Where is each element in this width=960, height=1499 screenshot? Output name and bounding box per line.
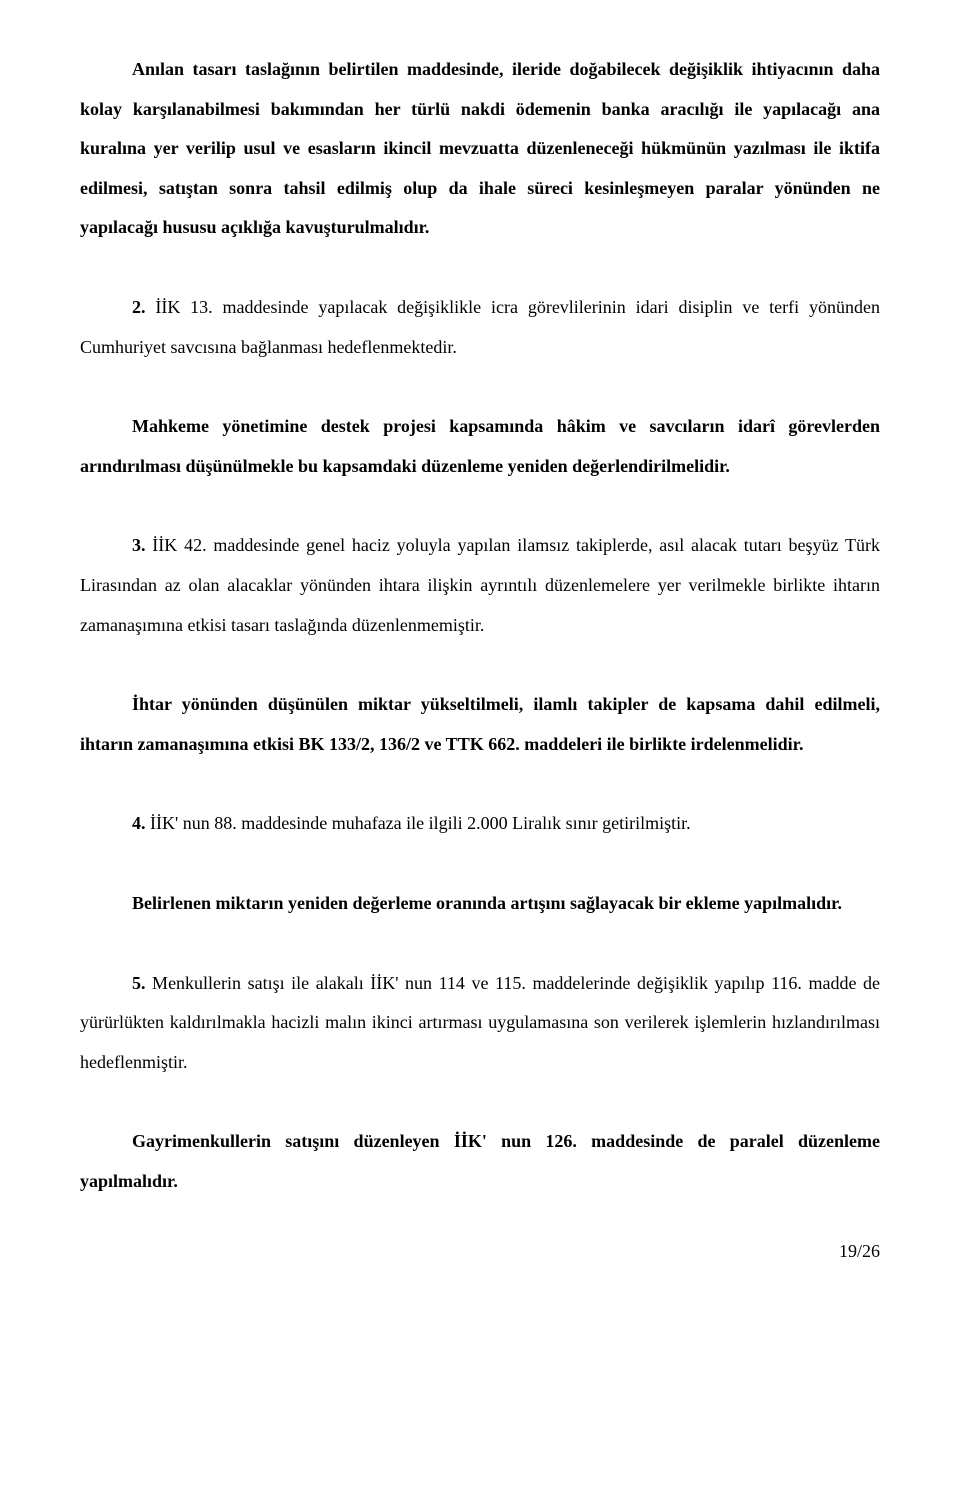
paragraph-6-label: 4. xyxy=(132,813,146,833)
paragraph-3-text: Mahkeme yönetimine destek projesi kapsam… xyxy=(80,416,880,476)
paragraph-1: Anılan tasarı taslağının belirtilen madd… xyxy=(80,50,880,248)
paragraph-6-text: İİK' nun 88. maddesinde muhafaza ile ilg… xyxy=(146,813,691,833)
paragraph-8-label: 5. xyxy=(132,973,146,993)
paragraph-2: 2. İİK 13. maddesinde yapılacak değişikl… xyxy=(80,288,880,367)
paragraph-2-label: 2. xyxy=(132,297,146,317)
paragraph-8-text: Menkullerin satışı ile alakalı İİK' nun … xyxy=(80,973,880,1072)
paragraph-5: İhtar yönünden düşünülen miktar yükselti… xyxy=(80,685,880,764)
paragraph-4: 3. İİK 42. maddesinde genel haciz yoluyl… xyxy=(80,526,880,645)
paragraph-7-text: Belirlenen miktarın yeniden değerleme or… xyxy=(132,893,842,913)
paragraph-4-label: 3. xyxy=(132,535,146,555)
paragraph-2-text: İİK 13. maddesinde yapılacak değişiklikl… xyxy=(80,297,880,357)
paragraph-5-text: İhtar yönünden düşünülen miktar yükselti… xyxy=(80,694,880,754)
page-number: 19/26 xyxy=(80,1241,880,1262)
paragraph-8: 5. Menkullerin satışı ile alakalı İİK' n… xyxy=(80,964,880,1083)
paragraph-6: 4. İİK' nun 88. maddesinde muhafaza ile … xyxy=(80,804,880,844)
paragraph-4-text: İİK 42. maddesinde genel haciz yoluyla y… xyxy=(80,535,880,634)
paragraph-9: Gayrimenkullerin satışını düzenleyen İİK… xyxy=(80,1122,880,1201)
paragraph-3: Mahkeme yönetimine destek projesi kapsam… xyxy=(80,407,880,486)
page-number-text: 19/26 xyxy=(839,1241,880,1261)
paragraph-9-text: Gayrimenkullerin satışını düzenleyen İİK… xyxy=(80,1131,880,1191)
paragraph-7: Belirlenen miktarın yeniden değerleme or… xyxy=(80,884,880,924)
paragraph-1-text: Anılan tasarı taslağının belirtilen madd… xyxy=(80,59,880,237)
